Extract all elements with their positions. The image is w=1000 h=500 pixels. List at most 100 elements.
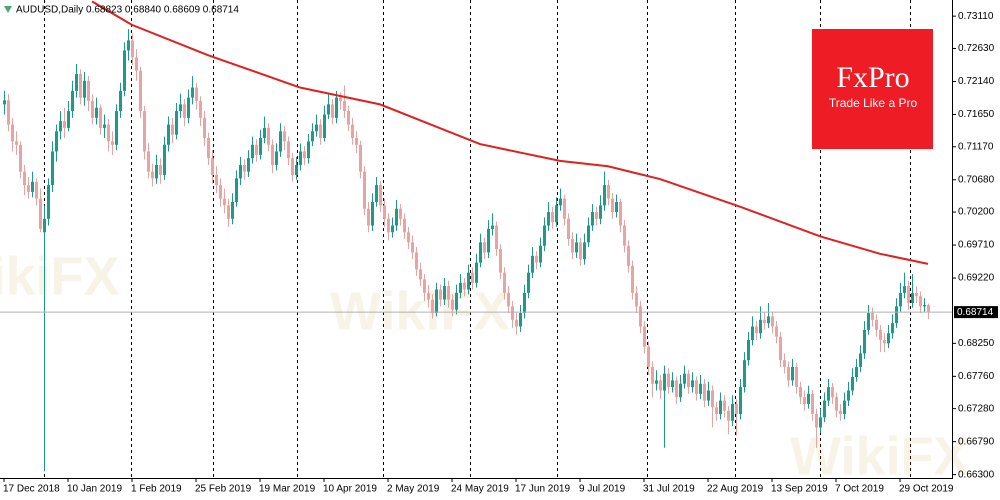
candle-body — [539, 245, 542, 263]
candle-body — [799, 387, 802, 398]
candle-body — [639, 306, 642, 327]
candle-body — [783, 360, 786, 367]
candle-body — [795, 366, 798, 388]
candle-body — [343, 100, 346, 112]
candle-body — [607, 185, 610, 199]
x-tick-label: 17 Jun 2019 — [515, 484, 570, 495]
candle-body — [271, 144, 274, 165]
candle-body — [775, 326, 778, 337]
candle-body — [555, 205, 558, 223]
last-price-box — [954, 306, 998, 319]
candle-body — [455, 292, 458, 310]
candle-body — [187, 97, 190, 118]
candle-body — [855, 366, 858, 378]
candle-body — [627, 245, 630, 266]
candle-body — [111, 141, 114, 145]
candle-body — [203, 117, 206, 139]
x-tick-label: 17 Dec 2018 — [3, 484, 60, 495]
candle-body — [503, 272, 506, 293]
candle-body — [219, 185, 222, 199]
x-tick-label: 24 May 2019 — [451, 484, 509, 495]
candle-body — [819, 417, 822, 428]
y-tick-label: 0.72630 — [958, 43, 995, 54]
candle-body — [811, 393, 814, 415]
candle-body — [99, 107, 102, 128]
candle-body — [511, 306, 514, 320]
candle-body — [375, 185, 378, 202]
y-tick-label: 0.71650 — [958, 109, 995, 120]
candle-body — [347, 111, 350, 125]
candle-body — [727, 410, 730, 421]
candle-body — [879, 329, 882, 340]
candle-body — [835, 397, 838, 411]
candle-body — [571, 239, 574, 253]
candle-body — [55, 131, 58, 152]
candle-body — [155, 164, 158, 179]
candle-body — [323, 114, 326, 139]
candle-body — [431, 299, 434, 314]
candle-body — [119, 90, 122, 112]
candle-body — [3, 100, 6, 105]
candle-body — [299, 151, 302, 165]
candle-body — [567, 218, 570, 239]
candle-body — [215, 175, 218, 186]
candle-body — [739, 387, 742, 415]
candle-body — [23, 171, 26, 186]
candle-body — [379, 185, 382, 206]
last-price-label: 0.68714 — [957, 307, 994, 318]
candle-body — [735, 403, 738, 415]
candle-body — [831, 387, 834, 398]
candle-body — [755, 326, 758, 334]
candle-body — [411, 242, 414, 253]
candle-body — [707, 390, 710, 401]
candle-body — [447, 286, 450, 300]
candle-body — [51, 151, 54, 186]
candle-body — [419, 269, 422, 280]
candle-body — [535, 255, 538, 263]
candle-body — [515, 319, 518, 327]
candle-body — [443, 286, 446, 300]
candle-body — [663, 373, 666, 391]
candle-body — [687, 373, 690, 388]
candle-body — [383, 205, 386, 219]
candle-body — [827, 387, 830, 401]
candle-body — [923, 304, 926, 307]
candle-body — [715, 407, 718, 415]
candle-body — [27, 185, 30, 192]
candle-body — [747, 339, 750, 361]
candle-body — [483, 242, 486, 253]
candle-body — [519, 313, 522, 327]
candle-body — [307, 141, 310, 159]
candle-body — [115, 111, 118, 145]
candle-body — [87, 80, 90, 101]
plot-area — [0, 0, 952, 472]
candle-body — [143, 111, 146, 152]
y-tick-label: 0.67280 — [958, 403, 995, 414]
watermark: WikiFX — [0, 246, 120, 306]
candle-body — [35, 181, 38, 199]
candle-body — [83, 80, 86, 98]
candle-body — [643, 326, 646, 347]
candle-body — [123, 50, 126, 91]
candle-body — [79, 74, 82, 98]
candle-body — [475, 262, 478, 283]
candle-body — [919, 296, 922, 307]
candle-body — [883, 339, 886, 344]
candle-body — [903, 286, 906, 293]
candle-body — [15, 141, 18, 145]
candle-body — [867, 313, 870, 330]
candle-body — [363, 171, 366, 209]
candle-body — [915, 292, 918, 297]
x-tick-label: 31 Jul 2019 — [643, 484, 695, 495]
candle-body — [583, 242, 586, 260]
candle-body — [395, 208, 398, 226]
y-tick-label: 0.68250 — [958, 338, 995, 349]
chart-title: AUDUSD,Daily 0.68823 0.68840 0.68609 0.6… — [16, 5, 239, 16]
candle-body — [147, 151, 150, 172]
candle-body — [895, 306, 898, 324]
candle-body — [787, 366, 790, 381]
brand-name: FxPro — [836, 61, 909, 94]
candle-body — [107, 124, 110, 142]
candle-body — [487, 228, 490, 253]
candle-body — [507, 292, 510, 307]
